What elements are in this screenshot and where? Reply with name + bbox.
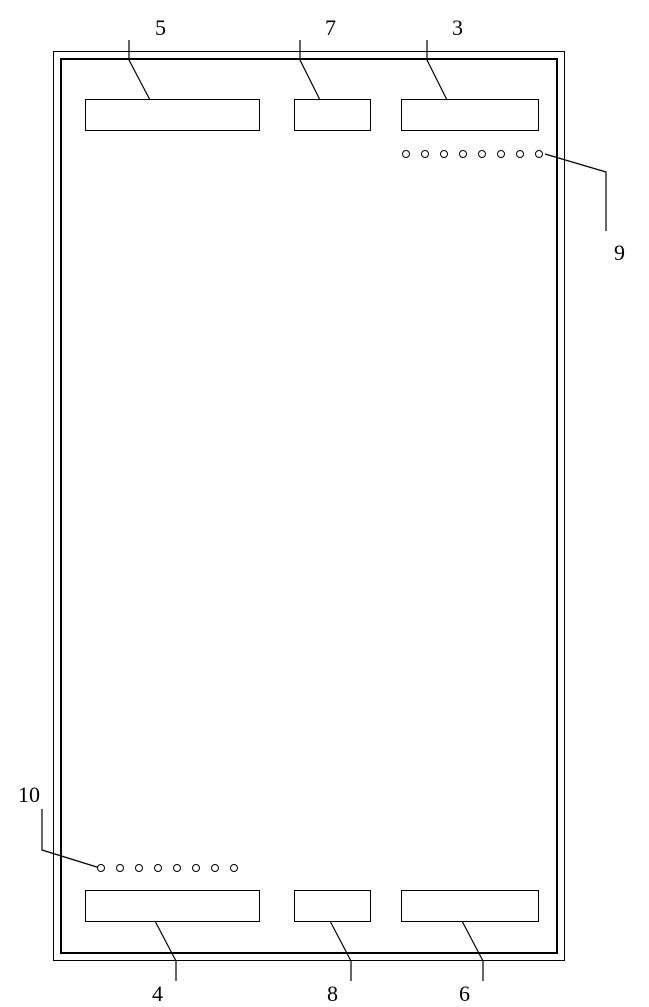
hole [478, 150, 486, 158]
component-top-left [85, 99, 260, 131]
label-9: 9 [614, 240, 625, 266]
label-10: 10 [18, 782, 40, 808]
hole [192, 864, 200, 872]
hole [116, 864, 124, 872]
hole [402, 150, 410, 158]
hole [535, 150, 543, 158]
hole [97, 864, 105, 872]
component-bot-mid [294, 890, 371, 922]
label-5: 5 [155, 15, 166, 41]
component-top-mid [294, 99, 371, 131]
hole [154, 864, 162, 872]
component-bot-right [401, 890, 539, 922]
hole [497, 150, 505, 158]
hole [421, 150, 429, 158]
hole [459, 150, 467, 158]
label-7: 7 [325, 15, 336, 41]
hole [135, 864, 143, 872]
hole [173, 864, 181, 872]
label-4: 4 [152, 981, 163, 1007]
label-8: 8 [327, 981, 338, 1007]
hole [230, 864, 238, 872]
hole [440, 150, 448, 158]
main-rectangle [60, 58, 558, 954]
component-top-right [401, 99, 539, 131]
label-3: 3 [452, 15, 463, 41]
hole [211, 864, 219, 872]
component-bot-left [85, 890, 260, 922]
label-6: 6 [459, 981, 470, 1007]
hole [516, 150, 524, 158]
